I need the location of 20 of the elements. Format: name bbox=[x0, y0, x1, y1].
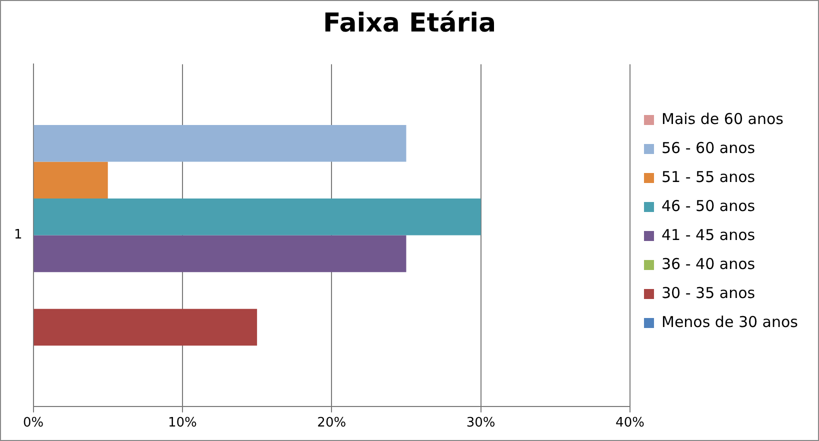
legend-label: 46 - 50 anos bbox=[662, 196, 756, 215]
bar bbox=[34, 162, 108, 199]
x-tick-label: 0% bbox=[22, 416, 44, 431]
bar bbox=[34, 308, 258, 346]
legend-label: 41 - 45 anos bbox=[662, 226, 756, 244]
bar bbox=[34, 124, 406, 162]
legend-label: 36 - 40 anos bbox=[662, 254, 756, 273]
y-tick-label: 1 bbox=[14, 228, 22, 243]
legend-label: 51 - 55 anos bbox=[662, 168, 756, 186]
legend-label: Mais de 60 anos bbox=[662, 110, 784, 128]
bar bbox=[34, 235, 406, 272]
chart-title: Faixa Etária bbox=[322, 8, 496, 38]
bar bbox=[34, 198, 481, 236]
x-tick-label: 40% bbox=[616, 416, 644, 431]
legend-label: 56 - 60 anos bbox=[662, 138, 756, 157]
x-tick-label: 30% bbox=[466, 416, 496, 431]
legend-label: Menos de 30 anos bbox=[662, 312, 798, 331]
x-tick-label: 10% bbox=[168, 416, 197, 431]
legend-label: 30 - 35 anos bbox=[662, 284, 756, 302]
x-tick-label: 20% bbox=[317, 416, 346, 431]
